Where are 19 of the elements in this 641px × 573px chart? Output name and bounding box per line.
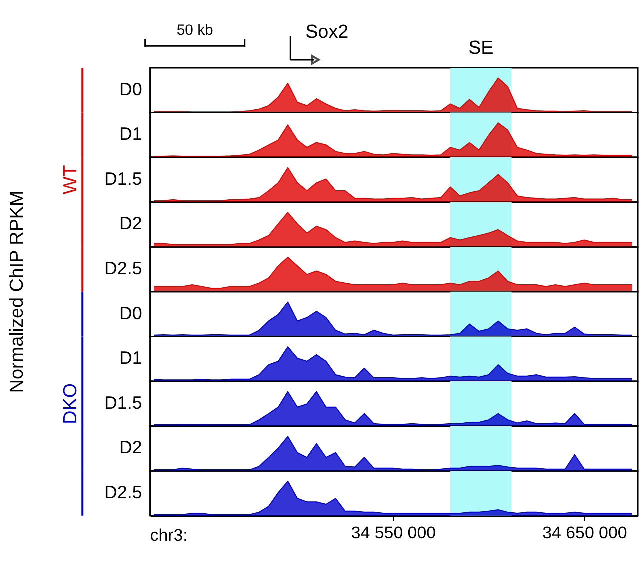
text: WT [60,164,82,195]
series-label: D2.5 [104,482,142,502]
series-label: D2 [119,214,142,234]
band-label: SE [468,38,494,60]
series-label: D2 [119,438,142,458]
series-label: D2.5 [104,258,142,278]
series-label: D1.5 [104,392,142,413]
series-label: D1 [119,124,142,144]
x-tick-label: 34 650 000 [542,523,628,542]
text: Sox2 [306,22,349,44]
text: chr3: [150,526,188,545]
text: DKO [60,383,82,424]
text: Normalized ChIP RPKM [6,190,28,394]
series-label: D0 [119,79,142,100]
series-label: D1.5 [104,168,142,189]
text: 50 kb [176,22,214,40]
series-label: D1 [119,348,142,368]
series-label: D0 [119,303,142,324]
x-tick-label: 34 550 000 [351,523,436,542]
